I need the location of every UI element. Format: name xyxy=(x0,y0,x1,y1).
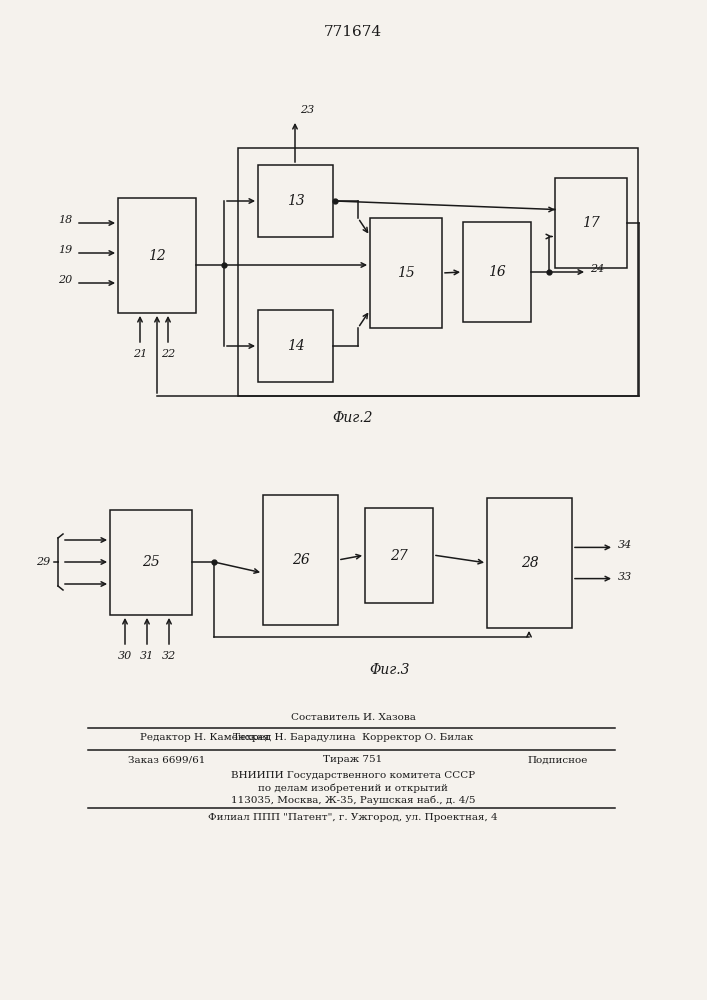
Text: 113035, Москва, Ж-35, Раушская наб., д. 4/5: 113035, Москва, Ж-35, Раушская наб., д. … xyxy=(230,795,475,805)
Text: 29: 29 xyxy=(36,557,50,567)
Text: Техред Н. Барадулина  Корректор О. Билак: Техред Н. Барадулина Корректор О. Билак xyxy=(233,734,473,742)
Text: Составитель И. Хазова: Составитель И. Хазова xyxy=(291,714,416,722)
Text: 14: 14 xyxy=(286,339,305,353)
Text: Заказ 6699/61: Заказ 6699/61 xyxy=(128,756,205,764)
Bar xyxy=(463,222,531,322)
Bar xyxy=(258,310,333,382)
Text: 13: 13 xyxy=(286,194,305,208)
Text: 15: 15 xyxy=(397,266,415,280)
Text: 17: 17 xyxy=(582,216,600,230)
Text: 31: 31 xyxy=(140,651,154,661)
Text: 16: 16 xyxy=(488,265,506,279)
Bar xyxy=(365,508,433,603)
Text: 24: 24 xyxy=(590,264,604,274)
Text: 19: 19 xyxy=(58,245,72,255)
Text: 20: 20 xyxy=(58,275,72,285)
Text: 18: 18 xyxy=(58,215,72,225)
Text: 34: 34 xyxy=(618,540,632,550)
Text: Φиг.3: Φиг.3 xyxy=(370,663,410,677)
Text: 23: 23 xyxy=(300,105,314,115)
Text: 33: 33 xyxy=(618,572,632,582)
Text: 12: 12 xyxy=(148,248,166,262)
Text: Филиал ППП "Патент", г. Ужгород, ул. Проектная, 4: Филиал ППП "Патент", г. Ужгород, ул. Про… xyxy=(208,814,498,822)
Bar xyxy=(370,218,442,328)
Text: 26: 26 xyxy=(291,553,310,567)
Text: Тираж 751: Тираж 751 xyxy=(323,756,382,764)
Text: 32: 32 xyxy=(162,651,176,661)
Text: 27: 27 xyxy=(390,548,408,562)
Text: 22: 22 xyxy=(161,349,175,359)
Bar xyxy=(238,148,638,396)
Text: 771674: 771674 xyxy=(324,25,382,39)
Text: Редактор Н. Каменская: Редактор Н. Каменская xyxy=(140,734,269,742)
Bar xyxy=(258,165,333,237)
Text: по делам изобретений и открытий: по делам изобретений и открытий xyxy=(258,783,448,793)
Bar xyxy=(555,178,627,268)
Text: 28: 28 xyxy=(520,556,538,570)
Text: ВНИИПИ Государственного комитета СССР: ВНИИПИ Государственного комитета СССР xyxy=(231,770,475,780)
Text: 25: 25 xyxy=(142,556,160,570)
Text: Подписное: Подписное xyxy=(528,756,588,764)
Text: 21: 21 xyxy=(133,349,147,359)
Bar xyxy=(118,198,196,313)
Text: Φиг.2: Φиг.2 xyxy=(333,411,373,425)
Bar xyxy=(263,495,338,625)
Bar xyxy=(487,498,572,628)
Bar xyxy=(110,510,192,615)
Text: 30: 30 xyxy=(118,651,132,661)
